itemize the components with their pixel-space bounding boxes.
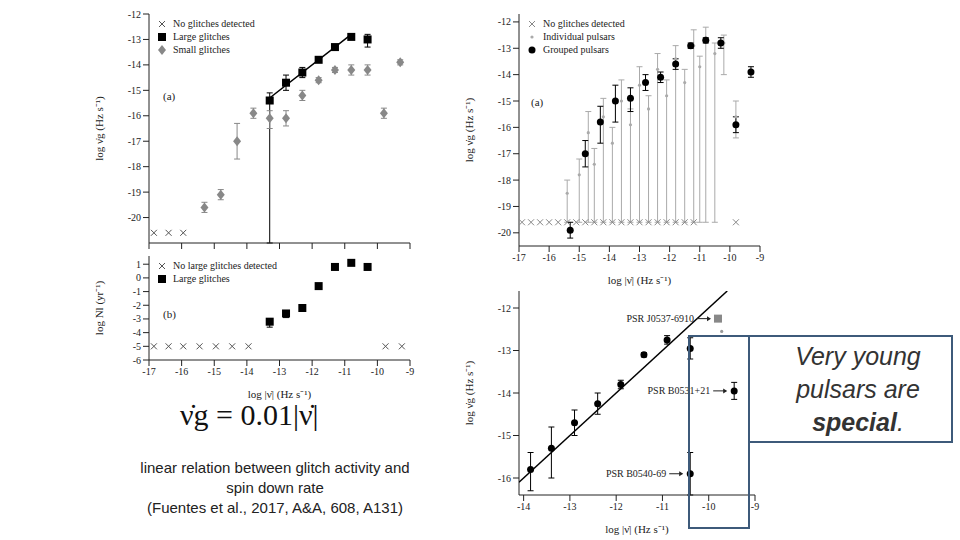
- html-text:spin down rate: spin down rate: [226, 479, 324, 496]
- svg-text:-11: -11: [656, 501, 669, 512]
- svg-text:-17: -17: [512, 252, 525, 263]
- html-text:(a): (a): [163, 90, 176, 102]
- svg-text:-12: -12: [498, 16, 511, 27]
- svg-text:-9: -9: [406, 366, 414, 377]
- html-text:Grouped pulsars: Grouped pulsars: [543, 44, 609, 55]
- svg-text:-12: -12: [498, 303, 511, 314]
- svg-text:-14: -14: [498, 388, 511, 399]
- svg-text:-12: -12: [305, 366, 318, 377]
- svg-text:-14: -14: [128, 59, 141, 70]
- html-text:ν̇g = 0.01|ν̇|: ν̇g = 0.01|ν̇|: [180, 398, 319, 431]
- svg-text:PSR B0540-69: PSR B0540-69: [606, 468, 666, 479]
- svg-text:log |ν̇| (Hz s⁻¹): log |ν̇| (Hz s⁻¹): [608, 274, 672, 286]
- svg-text:-9: -9: [756, 252, 764, 263]
- svg-text:log ν̇g (Hz s⁻¹): log ν̇g (Hz s⁻¹): [465, 360, 476, 425]
- svg-text:-13: -13: [633, 252, 646, 263]
- svg-text:-15: -15: [498, 430, 511, 441]
- svg-text:-16: -16: [542, 252, 555, 263]
- svg-text:-17: -17: [128, 136, 141, 147]
- svg-text:-14: -14: [498, 69, 511, 80]
- svg-text:-20: -20: [498, 227, 511, 238]
- svg-text:-12: -12: [663, 252, 676, 263]
- svg-text:-11: -11: [693, 252, 706, 263]
- svg-text:-17: -17: [142, 366, 155, 377]
- svg-text:-10: -10: [702, 501, 715, 512]
- html-text:special.: special.: [812, 407, 904, 436]
- svg-text:-16: -16: [498, 473, 511, 484]
- svg-text:-13: -13: [563, 501, 576, 512]
- svg-text:-20: -20: [128, 212, 141, 223]
- svg-text:-15: -15: [128, 85, 141, 96]
- svg-text:-9: -9: [751, 501, 759, 512]
- html-text:Small glitches: Small glitches: [173, 44, 230, 55]
- svg-text:-6: -6: [133, 355, 141, 366]
- html-text:linear relation between glitch: linear relation between glitch activity …: [140, 459, 410, 476]
- svg-text:-15: -15: [208, 366, 221, 377]
- svg-text:log Ṅl (yr⁻¹): log Ṅl (yr⁻¹): [95, 280, 106, 335]
- svg-text:-16: -16: [128, 110, 141, 121]
- svg-text:-2: -2: [133, 300, 141, 311]
- svg-text:-14: -14: [603, 252, 616, 263]
- svg-text:-16: -16: [175, 366, 188, 377]
- svg-text:-13: -13: [273, 366, 286, 377]
- svg-text:-4: -4: [133, 327, 141, 338]
- svg-text:-13: -13: [498, 43, 511, 54]
- svg-text:-15: -15: [498, 96, 511, 107]
- svg-text:-15: -15: [573, 252, 586, 263]
- html-text:No glitches detected: No glitches detected: [543, 18, 625, 29]
- html-text:No glitches detected: No glitches detected: [173, 18, 255, 29]
- svg-text:-10: -10: [723, 252, 736, 263]
- svg-text:-14: -14: [240, 366, 253, 377]
- svg-text:-18: -18: [128, 161, 141, 172]
- html-text:(Fuentes et al., 2017, A&A, 60: (Fuentes et al., 2017, A&A, 608, A131): [147, 499, 403, 516]
- svg-text:-19: -19: [128, 187, 141, 198]
- svg-text:-14: -14: [517, 501, 530, 512]
- svg-text:0: 0: [136, 272, 141, 283]
- svg-text:PSR J0537-6910: PSR J0537-6910: [626, 313, 694, 324]
- html-text:Large glitches: Large glitches: [173, 31, 230, 42]
- svg-text:-3: -3: [133, 313, 141, 324]
- svg-text:-10: -10: [371, 366, 384, 377]
- svg-text:-18: -18: [498, 175, 511, 186]
- svg-text:-17: -17: [498, 148, 511, 159]
- svg-text:-12: -12: [610, 501, 623, 512]
- html-text:(b): (b): [163, 308, 176, 320]
- svg-text:-13: -13: [128, 34, 141, 45]
- svg-text:-19: -19: [498, 201, 511, 212]
- svg-text:log ν̇g (Hz s⁻¹): log ν̇g (Hz s⁻¹): [95, 96, 106, 161]
- svg-text:log ν̇g (Hz s⁻¹): log ν̇g (Hz s⁻¹): [465, 97, 476, 162]
- svg-text:-16: -16: [498, 122, 511, 133]
- svg-text:-12: -12: [128, 9, 141, 20]
- svg-text:PSR B0531+21: PSR B0531+21: [648, 385, 711, 396]
- svg-text:log |ν̇| (Hz s⁻¹): log |ν̇| (Hz s⁻¹): [605, 523, 669, 535]
- svg-text:-5: -5: [133, 341, 141, 352]
- html-text:Large glitches: Large glitches: [173, 273, 230, 284]
- svg-text:-13: -13: [498, 345, 511, 356]
- html-text:Individual pulsars: Individual pulsars: [543, 31, 615, 42]
- svg-text:-1: -1: [133, 286, 141, 297]
- html-text:No large glitches detected: No large glitches detected: [173, 260, 277, 271]
- svg-text:-11: -11: [338, 366, 351, 377]
- html-text:(a): (a): [531, 96, 544, 108]
- svg-text:1: 1: [136, 259, 141, 270]
- html-text:Very young pulsars are: Very young pulsars are: [795, 341, 921, 403]
